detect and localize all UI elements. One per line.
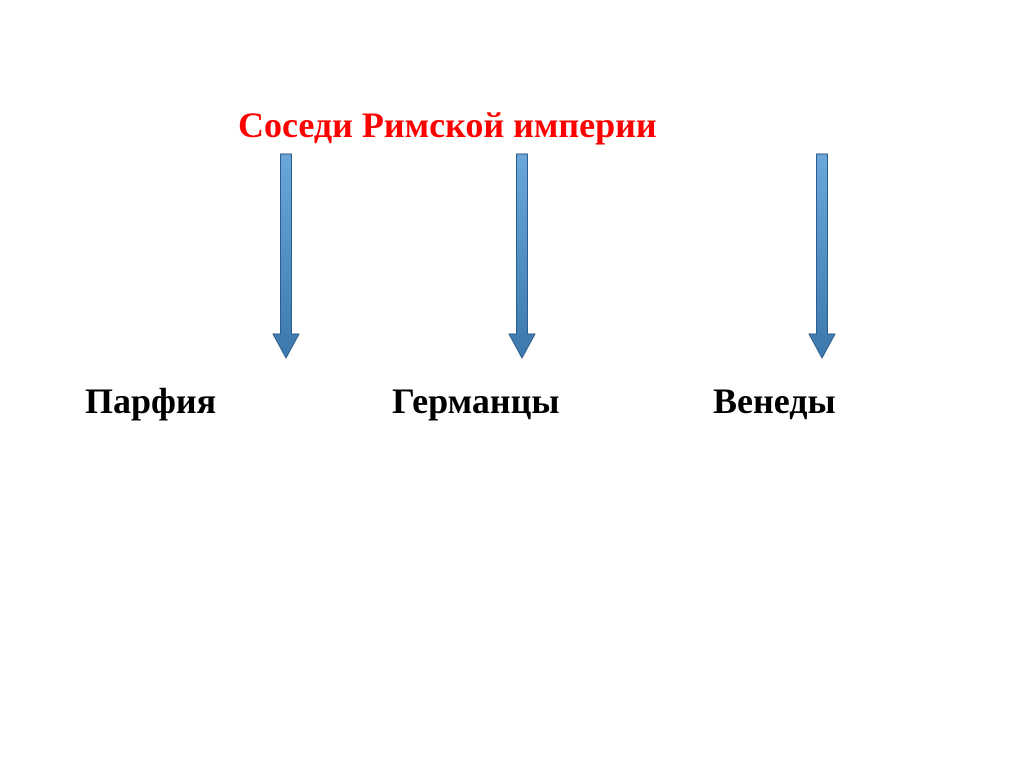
leaf-parthia: Парфия — [85, 380, 216, 422]
leaf-germans: Германцы — [392, 380, 559, 422]
arrow-down-icon — [507, 152, 537, 360]
arrow-down-icon — [271, 152, 301, 360]
slide: Соседи Римской империи Парфия Германцы В… — [0, 0, 1024, 767]
diagram-title: Соседи Римской империи — [238, 104, 657, 146]
arrow-down-icon — [807, 152, 837, 360]
leaf-veneds: Венеды — [713, 380, 836, 422]
